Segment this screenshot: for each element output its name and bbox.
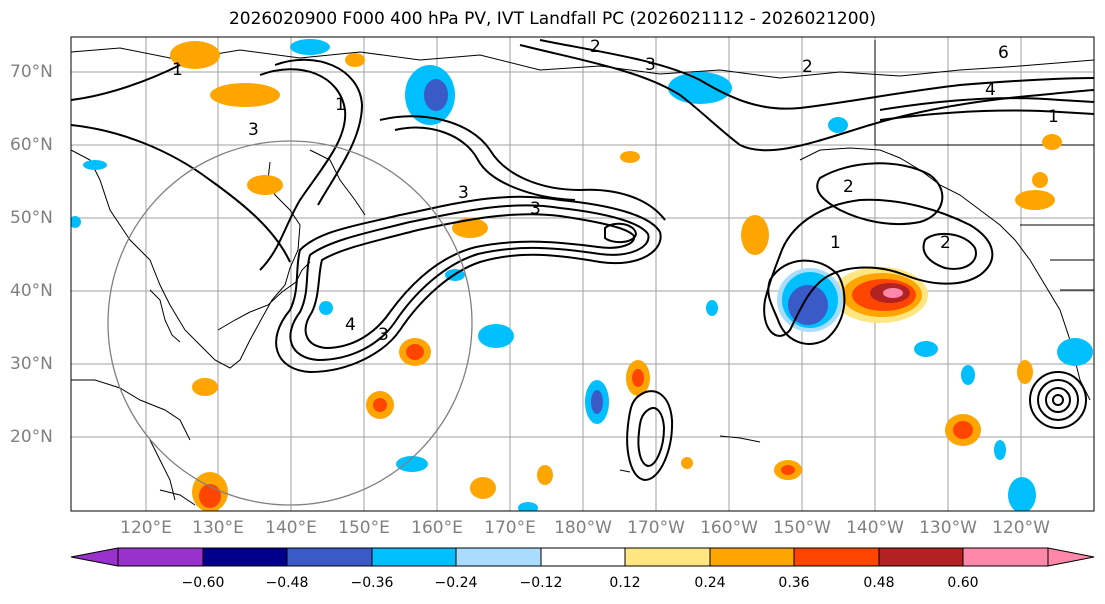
contour-label: 4 — [345, 315, 356, 335]
contour-label: 2 — [843, 177, 854, 197]
lon-label: 140°E — [265, 518, 317, 538]
contour-label: 1 — [830, 233, 841, 253]
contour-label: 3 — [378, 325, 389, 345]
lon-label: 150°W — [773, 518, 831, 538]
colorbar-bin — [286, 547, 373, 567]
colorbar-tick-label: 0.60 — [947, 575, 979, 591]
colorbar-bin — [624, 547, 711, 567]
contour-label: 1 — [172, 60, 183, 80]
colorbar-bin — [962, 547, 1049, 567]
contour-label: 3 — [645, 55, 656, 75]
colorbar-bin — [793, 547, 880, 567]
colorbar-bin — [202, 547, 288, 567]
lon-label: 130°W — [919, 518, 977, 538]
pv-negative-shading — [71, 39, 1093, 511]
colorbar-tick-label: −0.36 — [350, 575, 394, 591]
lat-label: 70°N — [10, 62, 53, 82]
lon-label: 180°W — [554, 518, 612, 538]
contour-label: 3 — [530, 199, 541, 219]
colorbar-extend-low — [70, 547, 119, 567]
contour-label: 4 — [985, 80, 996, 100]
colorbar-tick-label: 0.24 — [694, 575, 726, 591]
map-frame — [70, 36, 1095, 512]
colorbar-bin — [371, 547, 457, 567]
colorbar — [70, 547, 1095, 567]
contour-label: 6 — [998, 43, 1009, 63]
lon-label: 170°W — [627, 518, 685, 538]
contour-label: 3 — [458, 183, 469, 203]
lat-label: 30°N — [10, 354, 53, 374]
lon-label: 140°W — [846, 518, 904, 538]
colorbar-tick-label: −0.48 — [265, 575, 309, 591]
colorbar-bin — [117, 547, 204, 567]
lat-label: 50°N — [10, 208, 53, 228]
pv-positive-shading — [170, 41, 1062, 511]
contour-label: 2 — [590, 37, 601, 57]
colorbar-tick-label: −0.12 — [519, 575, 563, 591]
graticule — [71, 37, 1094, 511]
colorbar-bin — [455, 547, 542, 567]
lon-label: 130°E — [192, 518, 244, 538]
contour-label: 1 — [1048, 107, 1059, 127]
lon-label: 160°W — [700, 518, 758, 538]
map-title: 2026020900 F000 400 hPa PV, IVT Landfall… — [228, 9, 876, 29]
contour-label: 2 — [940, 233, 951, 253]
ivt-contours — [71, 39, 1094, 482]
lon-label: 170°E — [484, 518, 536, 538]
colorbar-bin — [540, 547, 626, 567]
lon-label: 120°W — [992, 518, 1050, 538]
lat-label: 60°N — [10, 135, 53, 155]
lat-label: 20°N — [10, 427, 53, 447]
colorbar-tick-label: 0.12 — [609, 575, 641, 591]
colorbar-extend-high — [1047, 547, 1095, 567]
colorbar-tick-label: −0.24 — [434, 575, 478, 591]
contour-label: 1 — [335, 95, 346, 115]
colorbar-tick-label: 0.36 — [778, 575, 810, 591]
contour-label: 2 — [802, 57, 813, 77]
range-ring — [107, 140, 473, 506]
contour-label-group: 1 2 2 3 3 3 4 3 6 4 1 1 3 2 1 2 — [172, 37, 1059, 345]
lon-label: 120°E — [120, 518, 172, 538]
lon-label: 150°E — [338, 518, 390, 538]
colorbar-tick-label: 0.48 — [863, 575, 895, 591]
colorbar-bin — [709, 547, 795, 567]
colorbar-tick-label: −0.60 — [181, 575, 225, 591]
lat-label: 40°N — [10, 281, 53, 301]
lon-label: 160°E — [411, 518, 463, 538]
colorbar-bin — [878, 547, 964, 567]
contour-label: 3 — [248, 120, 259, 140]
